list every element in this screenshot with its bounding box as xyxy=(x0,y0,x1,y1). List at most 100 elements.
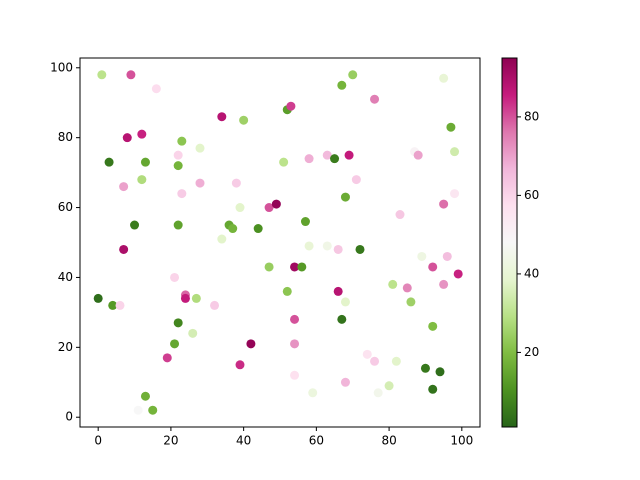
y-tick-label: 0 xyxy=(65,410,73,424)
point xyxy=(140,157,150,167)
point xyxy=(297,262,307,272)
point xyxy=(180,293,190,303)
point xyxy=(304,241,314,251)
point xyxy=(428,321,438,331)
colorbar-tick-label: 20 xyxy=(524,345,539,359)
point xyxy=(137,175,147,185)
x-tick-label: 40 xyxy=(236,434,251,448)
point xyxy=(340,297,350,307)
point xyxy=(271,199,281,209)
point xyxy=(286,101,296,111)
point xyxy=(217,234,227,244)
point xyxy=(428,262,438,272)
point xyxy=(97,70,107,80)
point xyxy=(137,129,147,139)
point xyxy=(235,203,245,213)
point xyxy=(177,136,187,146)
point xyxy=(450,147,460,157)
point xyxy=(435,367,445,377)
colorbar xyxy=(501,57,518,428)
point xyxy=(362,349,372,359)
point xyxy=(108,300,118,310)
point xyxy=(439,73,449,83)
point xyxy=(439,279,449,289)
point xyxy=(290,370,300,380)
point xyxy=(340,192,350,202)
point xyxy=(388,279,398,289)
point xyxy=(370,356,380,366)
point xyxy=(450,189,460,199)
point xyxy=(133,405,143,415)
point xyxy=(428,384,438,394)
point xyxy=(391,356,401,366)
y-tick-label: 20 xyxy=(58,340,73,354)
point xyxy=(384,381,394,391)
x-tick-label: 20 xyxy=(163,434,178,448)
point xyxy=(104,157,114,167)
point xyxy=(442,251,452,261)
point xyxy=(351,175,361,185)
point xyxy=(173,220,183,230)
point xyxy=(148,405,158,415)
point xyxy=(228,224,238,234)
point xyxy=(333,244,343,254)
point xyxy=(417,251,427,261)
point xyxy=(191,293,201,303)
point xyxy=(246,339,256,349)
point xyxy=(173,150,183,160)
point xyxy=(322,150,332,160)
point xyxy=(195,143,205,153)
point xyxy=(290,339,300,349)
point xyxy=(217,112,227,122)
point xyxy=(151,84,161,94)
point xyxy=(370,94,380,104)
y-tick-label: 60 xyxy=(58,200,73,214)
point xyxy=(322,241,332,251)
point xyxy=(235,360,245,370)
point xyxy=(406,297,416,307)
x-tick-label: 100 xyxy=(450,434,473,448)
point xyxy=(162,353,172,363)
point xyxy=(119,182,129,192)
point xyxy=(264,203,274,213)
point xyxy=(337,314,347,324)
point xyxy=(420,363,430,373)
y-tick-label: 80 xyxy=(58,130,73,144)
point xyxy=(264,262,274,272)
point xyxy=(355,244,365,254)
point xyxy=(308,388,318,398)
point xyxy=(279,157,289,167)
point xyxy=(348,70,358,80)
y-tick-label: 40 xyxy=(58,270,73,284)
plot-frame xyxy=(79,57,481,428)
y-tick-label: 100 xyxy=(50,60,73,74)
point xyxy=(122,133,132,143)
point xyxy=(290,314,300,324)
colorbar-tick-label: 80 xyxy=(524,109,539,123)
point xyxy=(93,293,103,303)
point xyxy=(231,178,241,188)
point xyxy=(170,272,180,282)
point xyxy=(126,70,136,80)
x-tick-label: 0 xyxy=(94,434,102,448)
point xyxy=(446,122,456,132)
point xyxy=(115,300,125,310)
point xyxy=(340,377,350,387)
x-tick-label: 80 xyxy=(381,434,396,448)
point xyxy=(395,210,405,220)
point xyxy=(130,220,140,230)
point xyxy=(439,199,449,209)
point xyxy=(333,286,343,296)
point xyxy=(170,339,180,349)
point xyxy=(453,269,463,279)
point xyxy=(290,262,300,272)
point xyxy=(282,286,292,296)
x-tick-label: 60 xyxy=(309,434,324,448)
point xyxy=(402,283,412,293)
colorbar-tick-label: 40 xyxy=(524,266,539,280)
point xyxy=(210,300,220,310)
point xyxy=(239,115,249,125)
point xyxy=(173,161,183,171)
